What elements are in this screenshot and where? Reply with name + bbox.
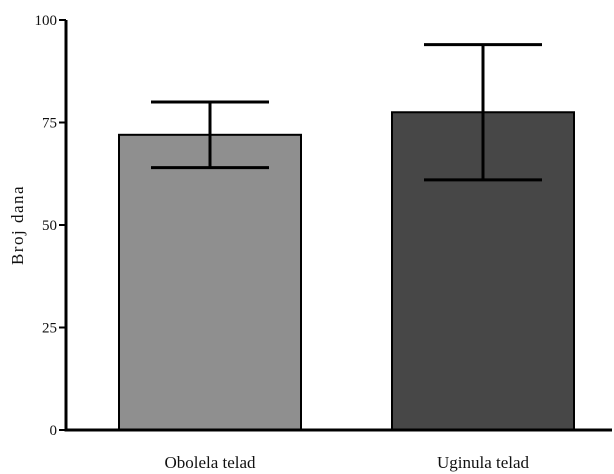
y-axis-title: Broj dana bbox=[8, 185, 27, 265]
y-tick-label: 100 bbox=[35, 13, 58, 29]
y-tick-label: 0 bbox=[50, 423, 58, 439]
y-tick-label: 75 bbox=[42, 116, 57, 132]
bars bbox=[118, 111, 575, 432]
x-tick-label: Uginula telad bbox=[437, 453, 530, 472]
y-tick-label: 50 bbox=[42, 218, 57, 234]
y-axis-ticks: 0 25 50 75 100 bbox=[35, 13, 66, 439]
bar-obolela-telad bbox=[118, 133, 302, 432]
error-bars bbox=[151, 43, 542, 182]
y-tick-label: 25 bbox=[42, 321, 57, 337]
x-tick-label: Obolela telad bbox=[164, 453, 256, 472]
x-axis-labels: Obolela telad Uginula telad bbox=[164, 453, 529, 472]
